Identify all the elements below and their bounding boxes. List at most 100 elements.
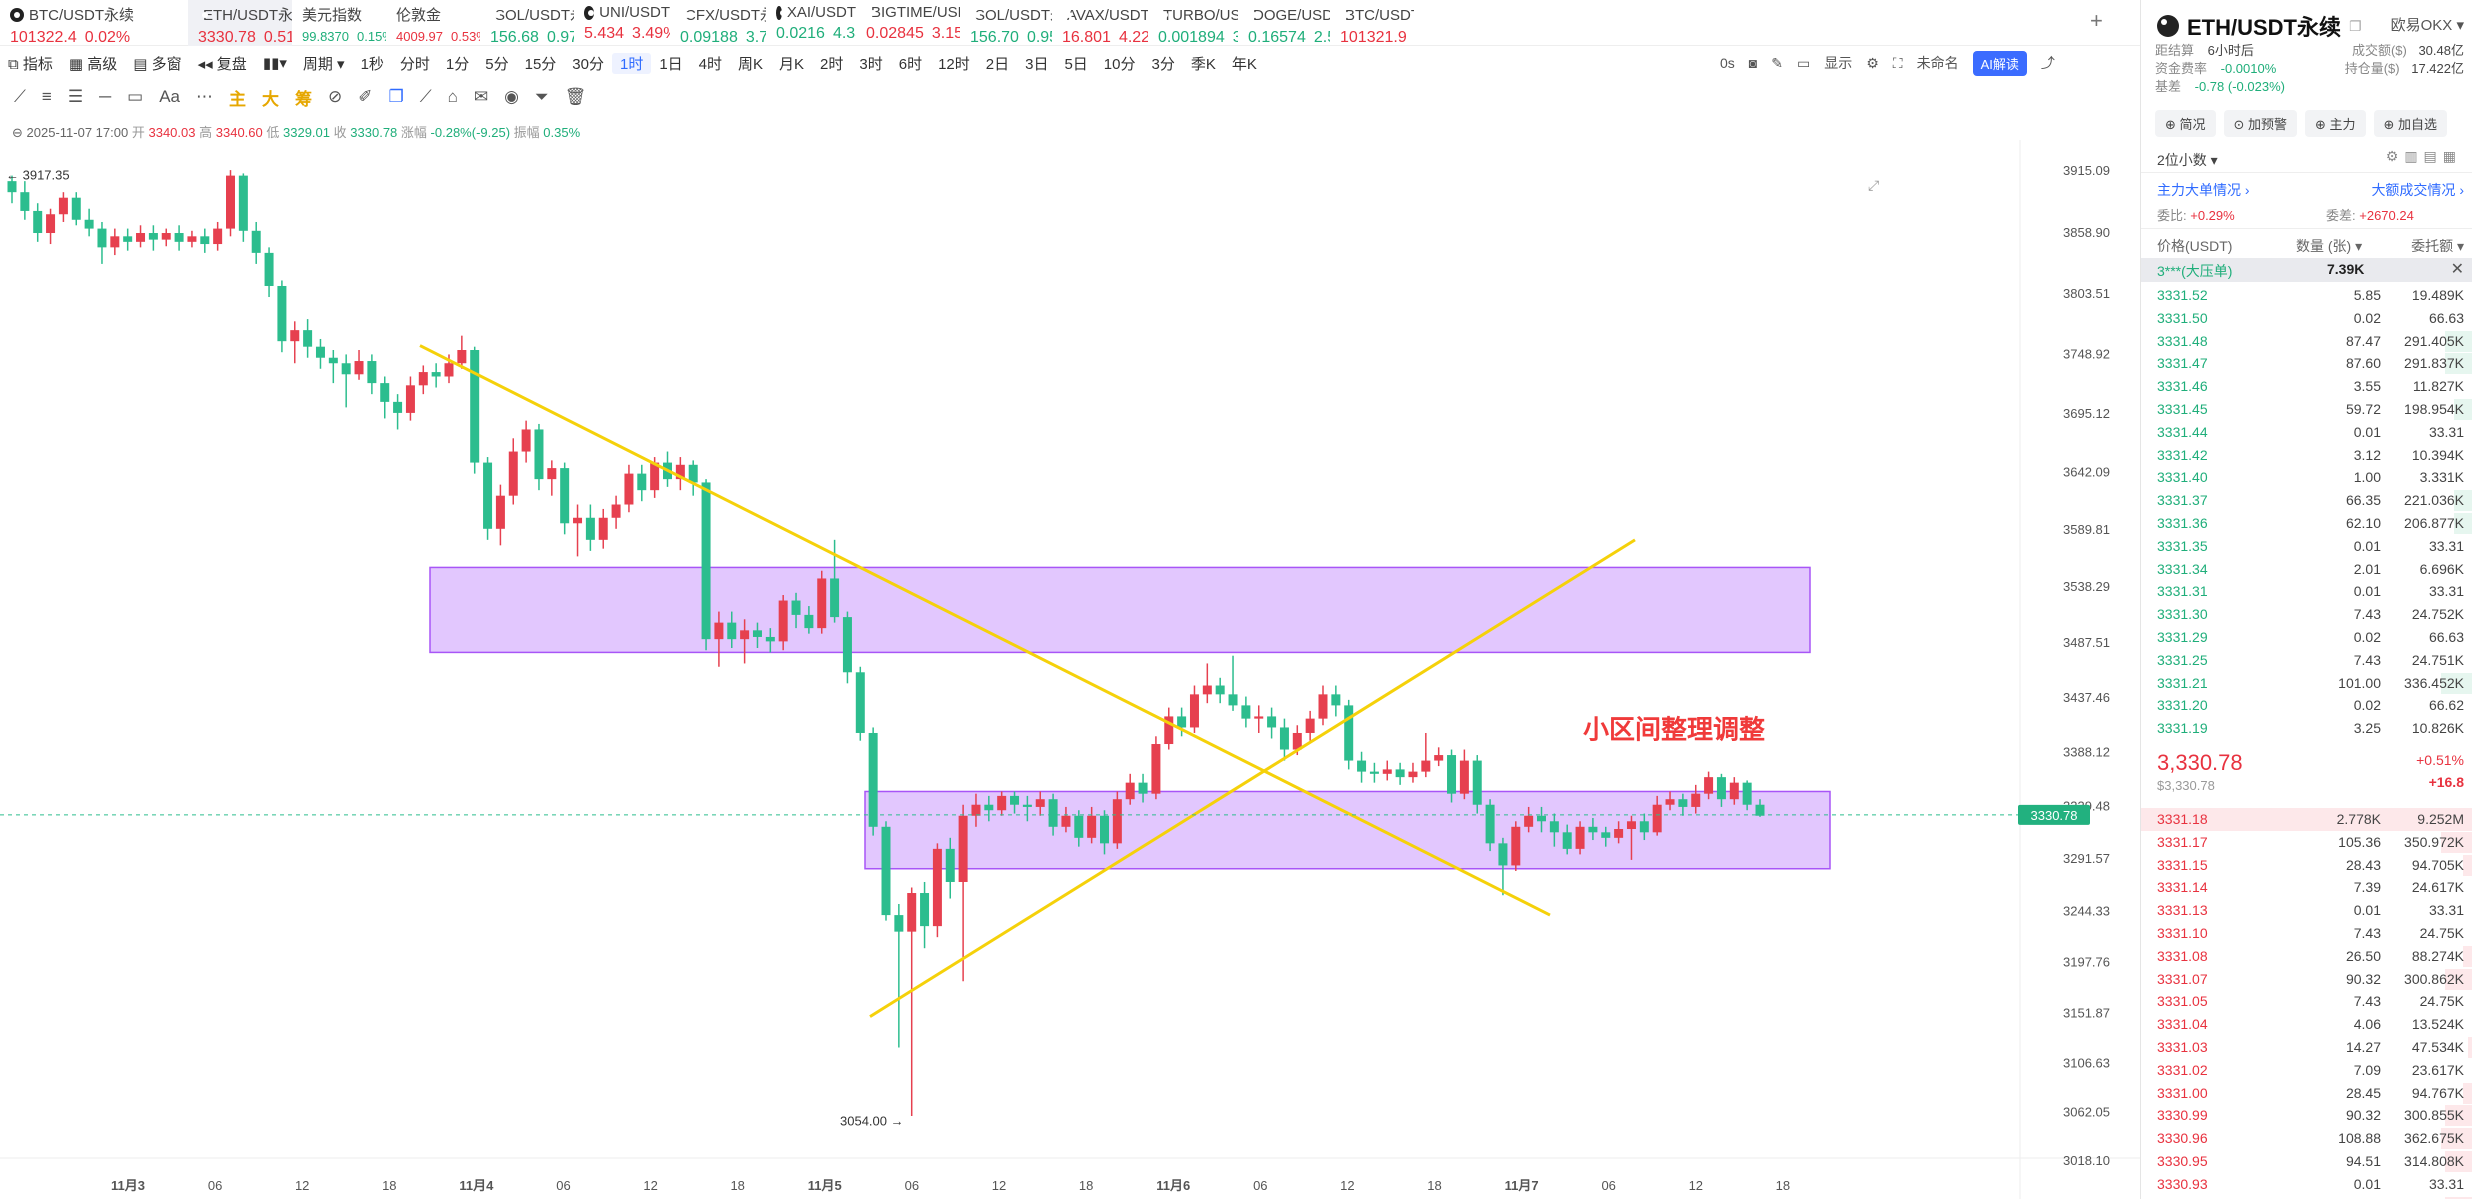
candle-body[interactable]	[1022, 804, 1032, 807]
share-icon[interactable]: ⤴	[2040, 55, 2055, 71]
candle-body[interactable]	[7, 181, 17, 193]
toolbar-item-5[interactable]: 周期 ▾	[302, 55, 345, 73]
toolbar-item-2[interactable]: ▤ 多窗	[133, 55, 182, 73]
candle-body[interactable]	[1408, 771, 1418, 778]
candle-body[interactable]	[148, 233, 158, 240]
parallel-tool-icon[interactable]: ☰	[67, 87, 84, 106]
main-indicator[interactable]: 主	[228, 89, 246, 109]
candle-body[interactable]	[1729, 782, 1739, 800]
candle-body[interactable]	[1138, 782, 1148, 794]
lock-icon[interactable]: ⌂	[447, 87, 458, 106]
candle-body[interactable]	[894, 915, 904, 932]
bid-row[interactable]: 3331.03 14.27 47.534K	[2141, 1036, 2472, 1059]
candle-body[interactable]	[1241, 705, 1251, 719]
toolbar-item-10[interactable]: 15分	[524, 55, 557, 73]
exchange-select[interactable]: 欧易OKX ▾	[2390, 17, 2464, 34]
ask-row[interactable]: 3331.50 0.02 66.63	[2141, 307, 2472, 330]
toolbar-item-15[interactable]: 周K	[738, 55, 764, 73]
toolbar-item-14[interactable]: 4时	[698, 55, 723, 73]
ask-row[interactable]: 3331.44 0.01 33.31	[2141, 421, 2472, 444]
bid-row[interactable]: 3331.13 0.01 33.31	[2141, 899, 2472, 922]
candle-body[interactable]	[1010, 795, 1020, 805]
candle-body[interactable]	[997, 795, 1007, 811]
candle-body[interactable]	[1305, 718, 1315, 733]
ask-row[interactable]: 3331.21 101.00 336.452K	[2141, 672, 2472, 695]
candle-body[interactable]	[1164, 716, 1174, 745]
toolbar-item-21[interactable]: 2日	[985, 55, 1010, 73]
candle-body[interactable]	[1061, 815, 1071, 827]
text-tool[interactable]: Aa	[159, 87, 180, 106]
hline-tool-icon[interactable]: ─	[99, 87, 112, 106]
consolidation-zone-0[interactable]	[429, 566, 1811, 654]
candle-body[interactable]	[740, 630, 750, 640]
candle-body[interactable]	[1395, 769, 1405, 778]
candle-body[interactable]	[303, 330, 313, 347]
close-icon[interactable]: ✕	[2450, 261, 2464, 278]
bid-row[interactable]: 3331.18 2.778K 9.252M	[2141, 808, 2472, 831]
candle-body[interactable]	[1215, 685, 1225, 695]
toolbar-item-6[interactable]: 1秒	[360, 55, 384, 73]
pencil-icon[interactable]: ✎	[1771, 54, 1783, 71]
candle-body[interactable]	[418, 372, 428, 386]
candle-body[interactable]	[1459, 760, 1469, 794]
toolbar-item-11[interactable]: 30分	[572, 55, 604, 73]
ask-row[interactable]: 3331.35 0.01 33.31	[2141, 535, 2472, 558]
candle-body[interactable]	[1331, 694, 1341, 706]
candle-body[interactable]	[1279, 727, 1289, 750]
candle-body[interactable]	[585, 517, 595, 540]
candle-body[interactable]	[1125, 782, 1135, 800]
candle-body[interactable]	[495, 495, 505, 529]
candle-body[interactable]	[470, 350, 480, 463]
candle-body[interactable]	[688, 464, 698, 483]
candle-body[interactable]	[675, 464, 685, 480]
candle-body[interactable]	[1177, 716, 1187, 728]
candle-body[interactable]	[778, 600, 788, 642]
candle-body[interactable]	[161, 233, 171, 240]
candle-body[interactable]	[1074, 815, 1084, 838]
candle-body[interactable]	[136, 233, 146, 242]
candle-body[interactable]	[110, 236, 120, 248]
candle-body[interactable]	[1434, 755, 1444, 761]
toolbar-item-8[interactable]: 1分	[445, 55, 470, 73]
toolbar-item-25[interactable]: 3分	[1151, 55, 1175, 73]
candle-body[interactable]	[971, 804, 981, 816]
candle-body[interactable]	[1755, 804, 1765, 816]
candle-body[interactable]	[264, 252, 274, 286]
ticker-tab-0[interactable]: BTC/USDT永续 101322.4 0.02%	[0, 0, 188, 46]
big-indicator[interactable]: 大	[261, 89, 279, 109]
ask-row[interactable]: 3331.29 0.02 66.63	[2141, 626, 2472, 649]
pressure-wall-row[interactable]: 3***(大压单) 7.39K ✕	[2141, 258, 2472, 282]
candle-body[interactable]	[341, 363, 351, 375]
candle-body[interactable]	[1652, 804, 1662, 833]
ask-row[interactable]: 3331.34 2.01 6.696K	[2141, 558, 2472, 581]
ohlc-toggle-icon[interactable]: ⊖	[12, 125, 23, 140]
toolbar-item-1[interactable]: ▦ 高级	[68, 55, 118, 73]
candle-body[interactable]	[958, 815, 968, 882]
toolbar-item-18[interactable]: 3时	[859, 55, 883, 73]
bid-row[interactable]: 3330.93 0.01 33.31	[2141, 1173, 2472, 1196]
candle-body[interactable]	[1524, 815, 1534, 827]
ticker-tab-13[interactable]: BTC/USDT永续 101321.90.01%	[1330, 0, 1414, 46]
ask-row[interactable]: 3331.40 1.00 3.331K	[2141, 466, 2472, 489]
ai-interpret-button[interactable]: AI解读	[1972, 50, 2027, 76]
bid-row[interactable]: 3331.07 90.32 300.862K	[2141, 968, 2472, 991]
candlestick-chart[interactable]: 3915.09 3858.90 3803.51 3748.92 3695.12 3642.…	[0, 140, 2140, 1199]
ask-row[interactable]: 3331.42 3.12 10.394K	[2141, 444, 2472, 467]
bid-row[interactable]: 3331.02 7.09 23.617K	[2141, 1059, 2472, 1082]
candle-body[interactable]	[573, 517, 583, 524]
candle-body[interactable]	[1575, 826, 1585, 849]
trash-icon[interactable]: 🗑	[564, 87, 587, 106]
candle-body[interactable]	[1537, 815, 1546, 822]
copy-symbol-icon[interactable]: ❐	[2349, 17, 2362, 34]
bid-row[interactable]: 3331.00 28.45 94.767K	[2141, 1082, 2472, 1105]
action-tab-2[interactable]: ⊕ 主力	[2305, 110, 2366, 137]
filter-icon[interactable]: ⏷	[535, 87, 549, 106]
gear-icon[interactable]: ⚙	[1866, 54, 1879, 71]
bid-row[interactable]: 3331.10 7.43 24.75K	[2141, 922, 2472, 945]
candle-body[interactable]	[1639, 821, 1649, 833]
